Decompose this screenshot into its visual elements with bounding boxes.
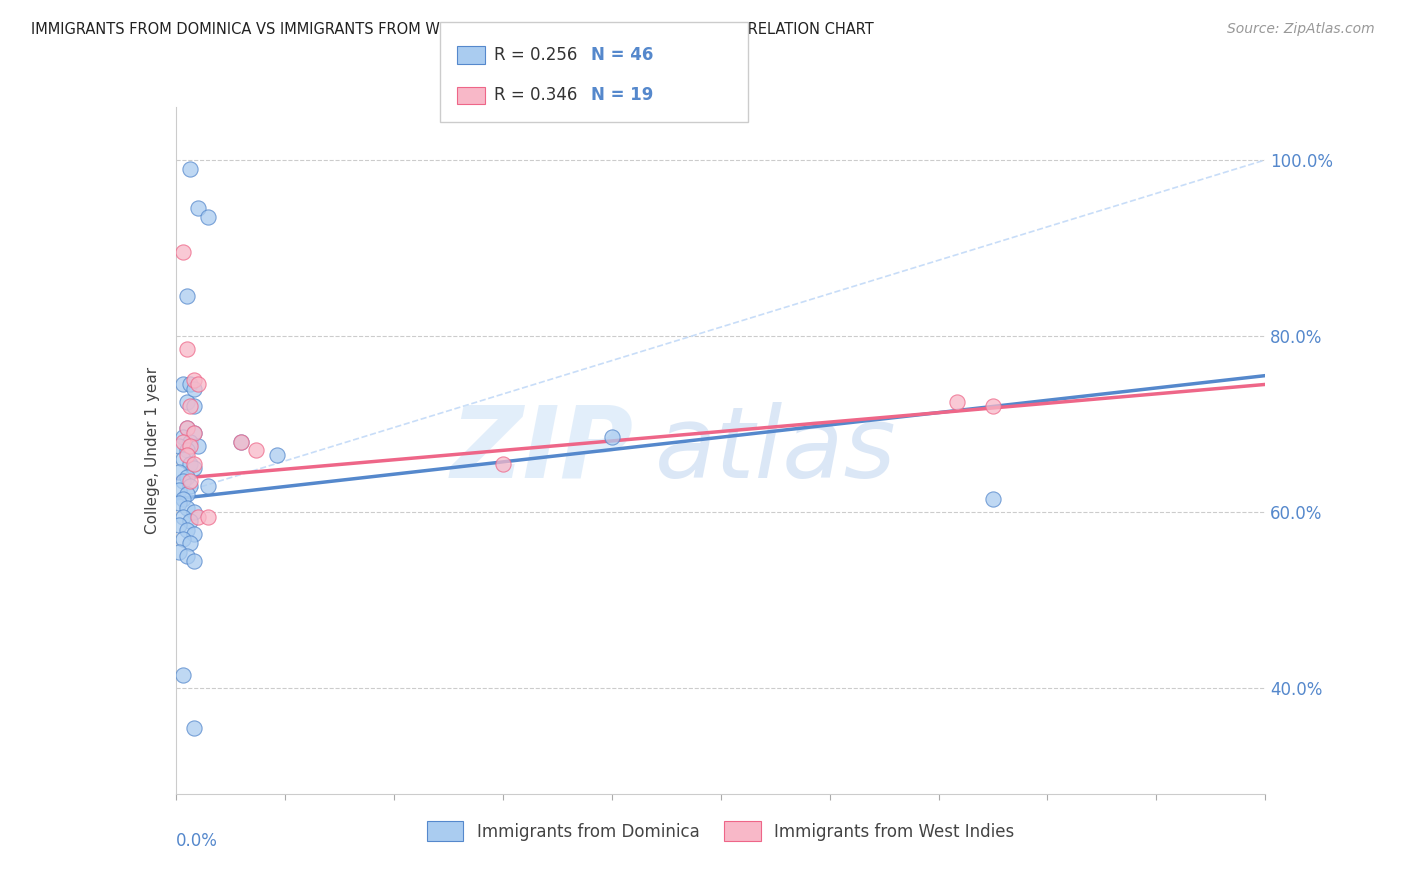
Point <box>172 509 194 524</box>
Point <box>172 491 194 506</box>
Point <box>186 439 209 453</box>
Point <box>600 430 623 444</box>
Point <box>169 496 191 510</box>
Text: ZIP: ZIP <box>450 402 633 499</box>
Point <box>172 452 194 467</box>
Point <box>231 434 253 449</box>
Point <box>169 466 191 480</box>
Point <box>179 536 201 550</box>
Point <box>176 342 198 356</box>
Point <box>245 443 267 458</box>
Point <box>179 514 201 528</box>
Point <box>176 395 198 409</box>
Point <box>492 457 515 471</box>
Point <box>172 434 194 449</box>
Point <box>183 505 205 519</box>
Text: IMMIGRANTS FROM DOMINICA VS IMMIGRANTS FROM WEST INDIES COLLEGE, UNDER 1 YEAR CO: IMMIGRANTS FROM DOMINICA VS IMMIGRANTS F… <box>31 22 873 37</box>
Point <box>176 549 198 563</box>
Point <box>183 382 205 396</box>
Text: R = 0.256: R = 0.256 <box>494 46 576 64</box>
Point <box>169 483 191 497</box>
Text: N = 46: N = 46 <box>591 46 652 64</box>
Point <box>179 457 201 471</box>
Point <box>186 377 209 392</box>
Point <box>183 425 205 440</box>
Point <box>169 545 191 559</box>
Point <box>266 448 288 462</box>
Point <box>179 439 201 453</box>
Point <box>176 448 198 462</box>
Point <box>172 377 194 392</box>
Point <box>169 518 191 533</box>
Text: N = 19: N = 19 <box>591 87 652 104</box>
Text: Source: ZipAtlas.com: Source: ZipAtlas.com <box>1227 22 1375 37</box>
Point <box>183 373 205 387</box>
Point <box>179 434 201 449</box>
Point <box>176 470 198 484</box>
Text: R = 0.346: R = 0.346 <box>494 87 576 104</box>
Point <box>176 523 198 537</box>
Point <box>172 668 194 682</box>
Point <box>197 509 219 524</box>
Point <box>186 509 209 524</box>
Point <box>176 487 198 501</box>
Point <box>176 500 198 515</box>
Point <box>176 289 198 303</box>
Point <box>197 210 219 224</box>
Point <box>179 377 201 392</box>
Point <box>176 443 198 458</box>
Point <box>172 430 194 444</box>
Point <box>172 245 194 260</box>
Point <box>179 475 201 489</box>
Y-axis label: College, Under 1 year: College, Under 1 year <box>145 367 160 534</box>
Point <box>179 478 201 492</box>
Point <box>179 400 201 414</box>
Point <box>176 421 198 435</box>
Point <box>981 400 1004 414</box>
Text: 0.0%: 0.0% <box>176 831 218 850</box>
Point <box>183 553 205 567</box>
Point <box>183 461 205 475</box>
Point <box>179 161 201 176</box>
Point <box>183 721 205 735</box>
Point <box>231 434 253 449</box>
Point <box>176 421 198 435</box>
Point <box>183 425 205 440</box>
Text: atlas: atlas <box>655 402 897 499</box>
Point <box>183 457 205 471</box>
Point <box>183 400 205 414</box>
Point <box>945 395 967 409</box>
Point <box>172 532 194 546</box>
Point <box>186 202 209 216</box>
Point <box>183 527 205 541</box>
Point <box>169 439 191 453</box>
Point <box>172 475 194 489</box>
Point <box>981 491 1004 506</box>
Legend: Immigrants from Dominica, Immigrants from West Indies: Immigrants from Dominica, Immigrants fro… <box>420 814 1021 847</box>
Point <box>197 478 219 492</box>
